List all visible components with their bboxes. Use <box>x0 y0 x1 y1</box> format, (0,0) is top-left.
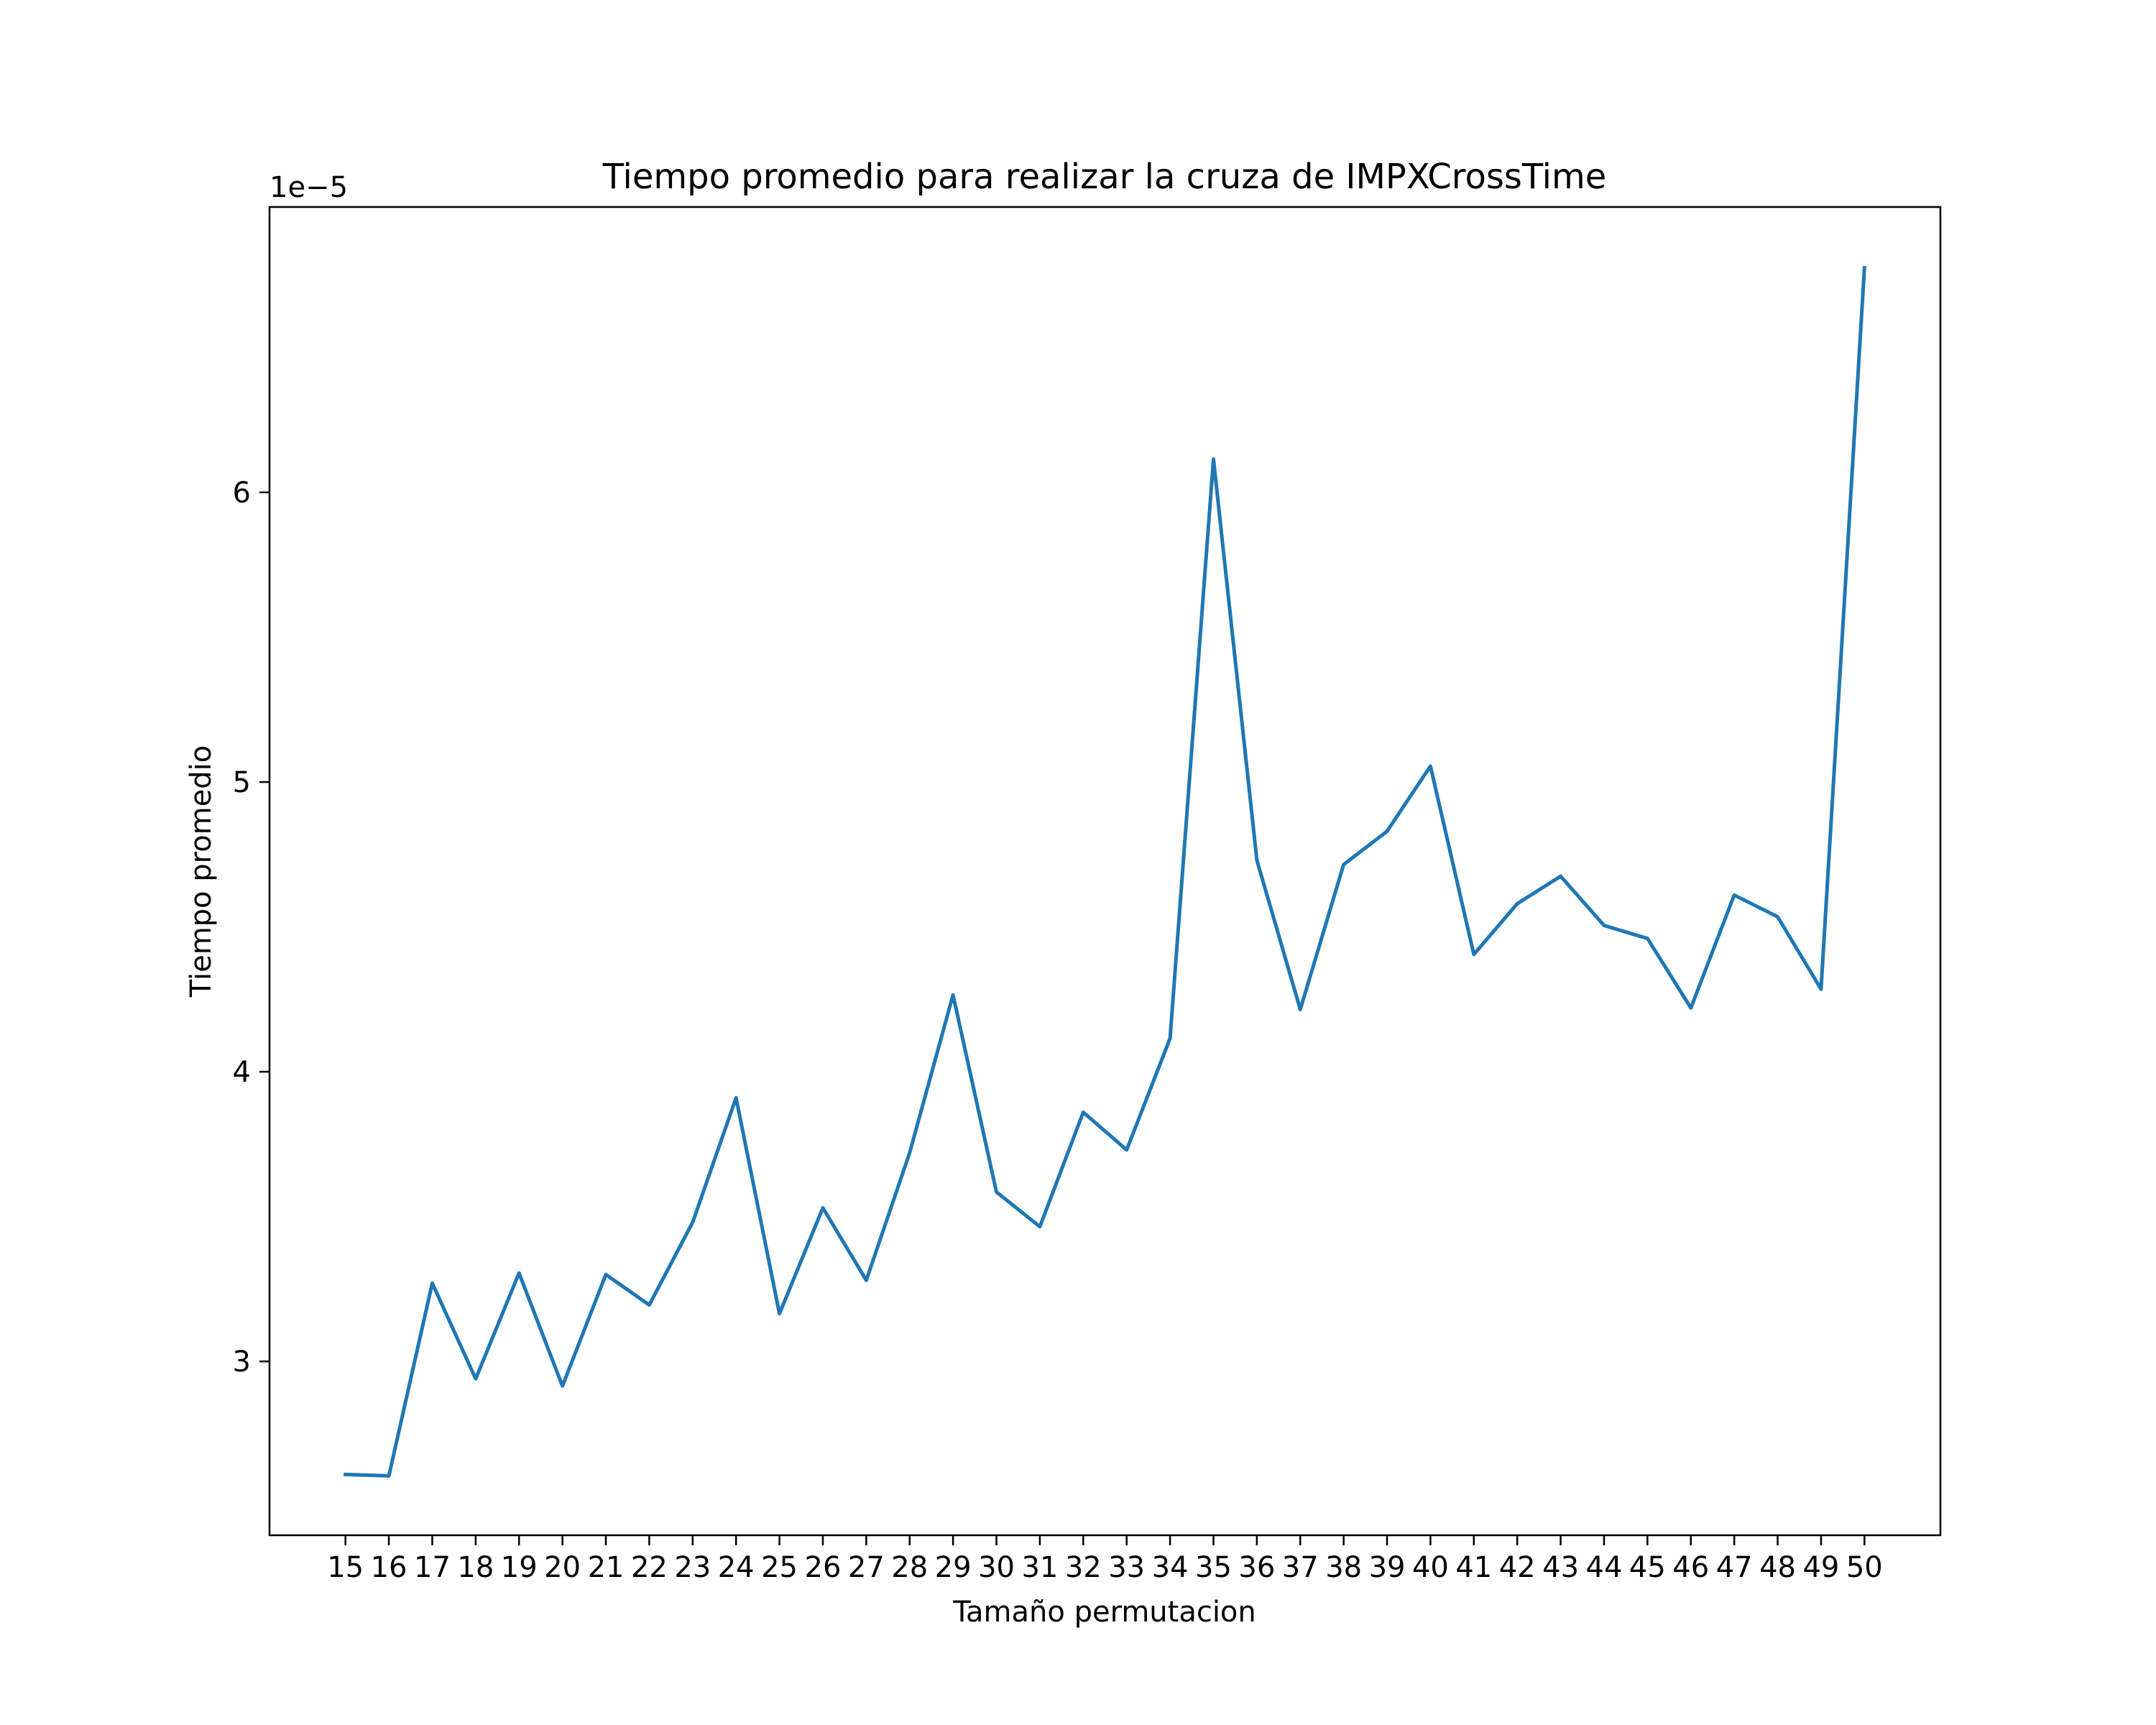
x-tick-label: 33 <box>1108 1551 1145 1584</box>
plot-frame <box>268 206 1942 1537</box>
y-tick-label: 4 <box>233 1056 251 1089</box>
x-tick-label: 20 <box>544 1551 581 1584</box>
x-tick-label: 50 <box>1846 1551 1883 1584</box>
x-tick-label: 26 <box>805 1551 842 1584</box>
x-tick-label: 38 <box>1325 1551 1362 1584</box>
x-tick-label: 36 <box>1238 1551 1275 1584</box>
x-tick-label: 43 <box>1542 1551 1579 1584</box>
x-tick-label: 27 <box>848 1551 885 1584</box>
x-tick-label: 46 <box>1672 1551 1709 1584</box>
x-tick-label: 40 <box>1412 1551 1449 1584</box>
x-tick-label: 22 <box>631 1551 668 1584</box>
x-tick-label: 44 <box>1586 1551 1623 1584</box>
x-axis-label: Tamaño permutacion <box>952 1596 1256 1629</box>
x-tick-label: 24 <box>718 1551 755 1584</box>
y-offset-label: 1e−5 <box>270 171 348 204</box>
x-tick-label: 25 <box>761 1551 798 1584</box>
x-tick-label: 42 <box>1499 1551 1536 1584</box>
x-tick-label: 48 <box>1759 1551 1796 1584</box>
chart-title: Tiempo promedio para realizar la cruza d… <box>602 157 1607 197</box>
x-tick-label: 19 <box>501 1551 538 1584</box>
x-tick-label: 16 <box>371 1551 407 1584</box>
x-tick-label: 49 <box>1802 1551 1839 1584</box>
x-axis-ticks: 15 16 17 18 19 20 21 22 23 24 25 26 27 28 29 30 31 32 33 34… <box>327 1535 1883 1584</box>
x-tick-label: 39 <box>1369 1551 1406 1584</box>
x-tick-label: 23 <box>674 1551 711 1584</box>
x-tick-label: 35 <box>1195 1551 1232 1584</box>
y-tick-label: 6 <box>233 477 251 510</box>
y-tick-label: 5 <box>233 766 251 799</box>
series-line-0 <box>344 265 1866 1478</box>
x-tick-label: 30 <box>978 1551 1015 1584</box>
y-tick-label: 3 <box>233 1346 251 1379</box>
x-tick-label: 31 <box>1021 1551 1058 1584</box>
x-tick-label: 47 <box>1716 1551 1753 1584</box>
y-axis-ticks: 3 4 5 6 <box>233 477 270 1379</box>
x-tick-label: 41 <box>1455 1551 1492 1584</box>
x-tick-label: 17 <box>414 1551 451 1584</box>
y-axis-label: Tiempo promedio <box>185 745 218 998</box>
x-tick-label: 15 <box>327 1551 364 1584</box>
x-tick-label: 32 <box>1065 1551 1102 1584</box>
x-tick-label: 45 <box>1629 1551 1666 1584</box>
x-tick-label: 21 <box>588 1551 625 1584</box>
x-tick-label: 29 <box>935 1551 972 1584</box>
series-layer <box>344 265 1866 1478</box>
x-tick-label: 18 <box>457 1551 494 1584</box>
x-tick-label: 37 <box>1282 1551 1319 1584</box>
plot-area <box>270 207 1940 1535</box>
x-tick-label: 28 <box>891 1551 928 1584</box>
x-tick-label: 34 <box>1152 1551 1189 1584</box>
